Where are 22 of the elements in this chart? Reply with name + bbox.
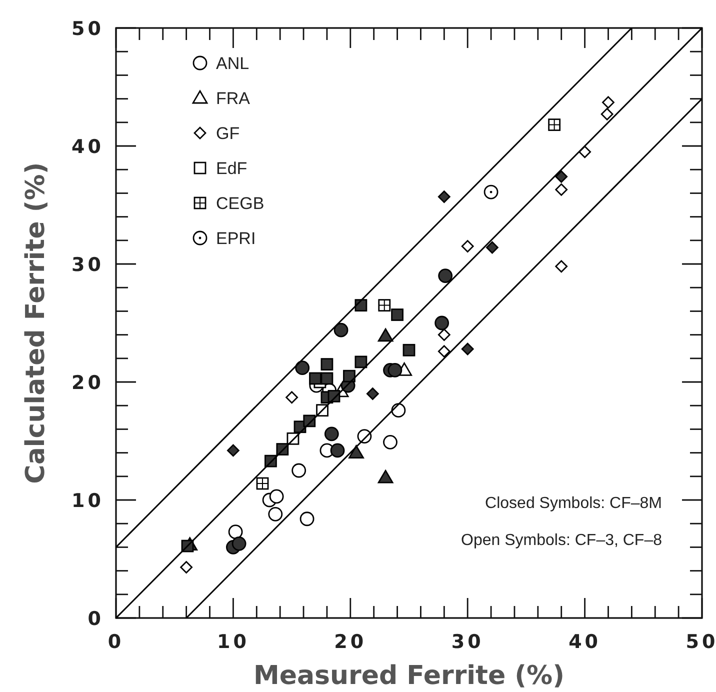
y-tick-label: 40 xyxy=(72,136,104,158)
legend-label: EdF xyxy=(216,159,248,178)
annotation: Closed Symbols: CF–8M xyxy=(485,495,662,512)
y-axis-title: Calculated Ferrite (%) xyxy=(21,162,51,484)
y-tick-label: 20 xyxy=(72,372,104,394)
legend-label: GF xyxy=(216,124,240,143)
y-tick-label: 30 xyxy=(72,254,104,276)
x-tick-label: 40 xyxy=(568,631,602,653)
legend-label: FRA xyxy=(216,89,251,108)
legend-label: ANL xyxy=(216,54,250,73)
legend-label: EPRI xyxy=(216,229,256,248)
x-tick-label: 0 xyxy=(108,631,124,653)
y-tick-label: 0 xyxy=(88,608,104,630)
x-tick-label: 10 xyxy=(216,631,250,653)
x-axis-title: Measured Ferrite (%) xyxy=(254,661,564,691)
x-tick-label: 50 xyxy=(686,631,716,653)
x-tick-label: 30 xyxy=(451,631,484,653)
y-tick-label: 50 xyxy=(72,18,104,40)
x-tick-label: 20 xyxy=(334,631,367,653)
y-tick-label: 10 xyxy=(72,490,104,512)
annotation: Open Symbols: CF–3, CF–8 xyxy=(461,532,662,549)
legend-label: CEGB xyxy=(216,194,264,213)
